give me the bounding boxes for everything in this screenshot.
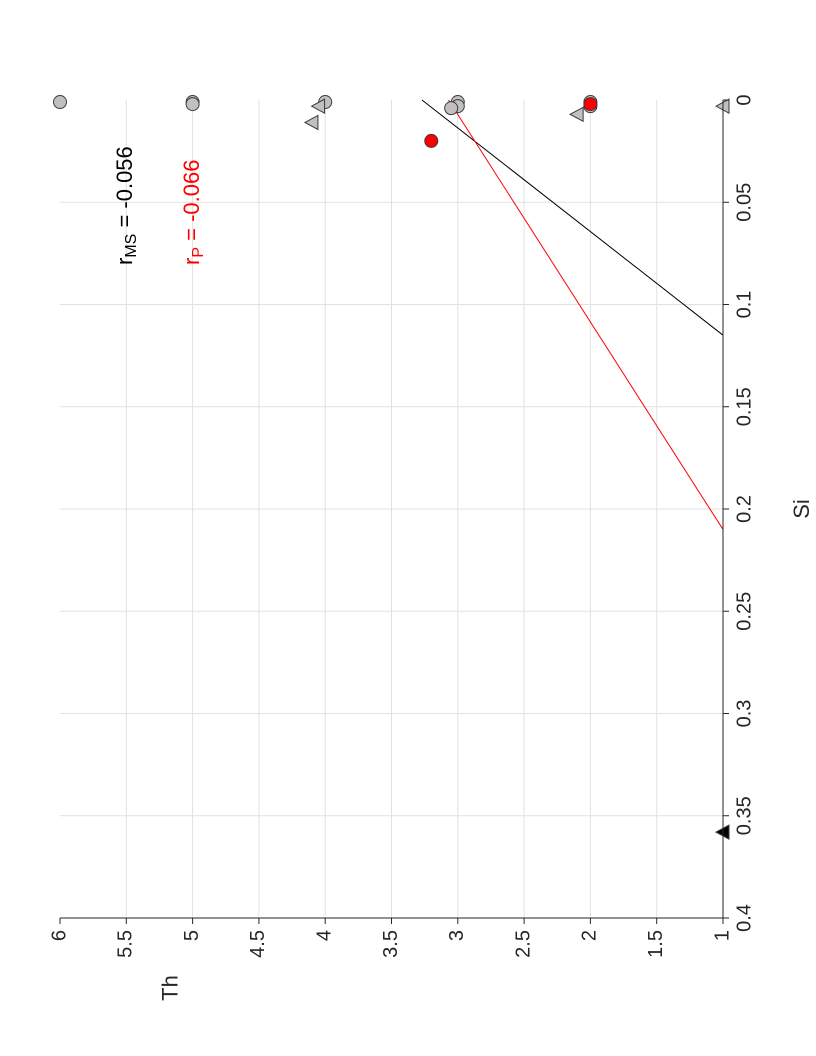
- corr-value: = -0.056: [112, 146, 137, 233]
- data-point-triangle: [310, 98, 326, 114]
- y-axis-label: Th: [157, 975, 182, 1001]
- data-points: [53, 95, 730, 840]
- tick-label-th: 4.5: [247, 930, 269, 958]
- data-point-circle: [424, 133, 439, 148]
- tick-label-th: 2: [579, 930, 601, 941]
- tick-label-si: 0.25: [734, 592, 756, 631]
- data-point-circle: [53, 95, 67, 110]
- tick-labels: 0 0.05 0.1 0.15 0.2 0.25 0.3 0.35 0.41 1.5 2 2.5 3 3.…: [48, 94, 755, 957]
- tick-label-si: 0: [734, 94, 756, 105]
- regression-line: [421, 99, 724, 336]
- data-point-circle: [583, 97, 598, 112]
- tick-label-si: 0.35: [734, 796, 756, 835]
- corr-symbol: r: [112, 258, 137, 265]
- data-point-triangle: [569, 106, 584, 123]
- axes: [59, 99, 729, 924]
- tick-label-si: 0.15: [734, 387, 756, 426]
- corr-value: = -0.066: [179, 160, 204, 247]
- tick-label-th: 2.5: [512, 930, 534, 958]
- data-point-circle: [444, 101, 459, 116]
- x-axis-label: Si: [789, 499, 814, 519]
- tick-label-th: 4: [313, 930, 335, 941]
- tick-label-si: 0.1: [734, 291, 756, 319]
- tick-label-si: 0.05: [734, 183, 756, 222]
- data-point-circle: [185, 97, 200, 112]
- tick-label-th: 3: [446, 930, 468, 941]
- tick-label-si: 0.3: [734, 700, 756, 728]
- tick-label-si: 0.2: [734, 495, 756, 523]
- tick-label-th: 3.5: [380, 930, 402, 958]
- corr-subscript: P: [190, 247, 207, 258]
- fit-lines: [421, 99, 724, 530]
- corr-symbol: r: [179, 258, 204, 265]
- tick-label-th: 1.5: [645, 930, 667, 958]
- tick-label-si: 0.4: [734, 904, 756, 932]
- regression-line: [448, 99, 724, 530]
- tick-label-th: 1: [711, 930, 733, 941]
- correlation-p-label: rP = -0.066: [179, 160, 207, 265]
- tick-label-th: 5: [181, 930, 203, 941]
- grid-lines: [60, 100, 723, 918]
- tick-label-th: 5.5: [115, 930, 137, 958]
- data-point-triangle: [303, 114, 319, 131]
- corr-subscript: MS: [123, 234, 140, 258]
- correlation-ms-label: rMS = -0.056: [112, 146, 140, 265]
- tick-label-th: 6: [48, 930, 70, 941]
